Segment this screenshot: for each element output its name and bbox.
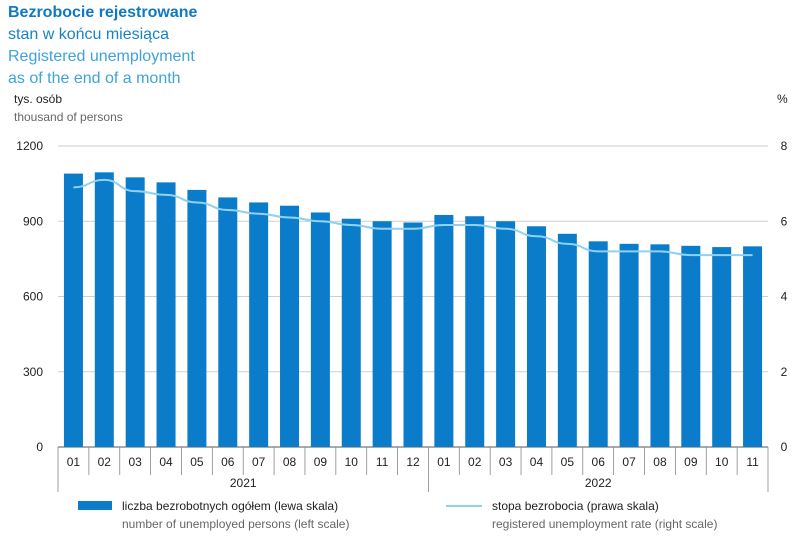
chart-subtitle-en-2: as of the end of a month bbox=[8, 70, 181, 87]
bar bbox=[681, 245, 701, 447]
y-left-tick-label: 600 bbox=[23, 290, 43, 304]
y-left-tick-label: 900 bbox=[23, 214, 43, 228]
x-tick-label: 07 bbox=[622, 455, 636, 469]
right-axis-unit: % bbox=[777, 92, 788, 106]
y-right-tick-label: 8 bbox=[781, 139, 788, 153]
x-tick-label: 05 bbox=[190, 455, 204, 469]
title-block: Bezrobocie rejestrowane stan w końcu mie… bbox=[8, 2, 197, 90]
y-right-tick-label: 2 bbox=[781, 365, 788, 379]
x-tick-label: 03 bbox=[499, 455, 513, 469]
x-tick-label: 01 bbox=[437, 455, 451, 469]
bar bbox=[249, 202, 269, 447]
bar bbox=[712, 247, 732, 447]
chart-subtitle-pl: stan w końcu miesiąca bbox=[8, 26, 169, 43]
bar bbox=[125, 177, 145, 447]
legend-line: stopa bezrobocia (prawa skala) registere… bbox=[492, 497, 717, 533]
x-tick-label: 08 bbox=[653, 455, 667, 469]
y-left-tick-label: 1200 bbox=[16, 139, 43, 153]
bar bbox=[465, 216, 485, 447]
legend-line-label-pl: stopa bezrobocia (prawa skala) bbox=[492, 499, 659, 513]
bar bbox=[496, 221, 516, 447]
x-tick-label: 10 bbox=[715, 455, 729, 469]
bar bbox=[280, 205, 300, 447]
x-tick-label: 04 bbox=[530, 455, 544, 469]
bar bbox=[588, 241, 608, 447]
year-label: 2022 bbox=[585, 476, 612, 490]
x-tick-label: 11 bbox=[746, 455, 759, 469]
x-tick-label: 08 bbox=[283, 455, 297, 469]
bar bbox=[156, 182, 176, 447]
legend-bars: liczba bezrobotnych ogółem (lewa skala) … bbox=[122, 497, 349, 533]
bar bbox=[310, 212, 330, 447]
bar bbox=[650, 244, 670, 447]
year-label: 2021 bbox=[230, 476, 257, 490]
x-tick-label: 11 bbox=[376, 455, 389, 469]
bar bbox=[218, 197, 238, 447]
x-tick-label: 06 bbox=[221, 455, 235, 469]
bar bbox=[743, 246, 763, 447]
legend-line-label-en: registered unemployment rate (right scal… bbox=[492, 517, 718, 531]
y-left-tick-label: 0 bbox=[36, 440, 43, 454]
x-tick-label: 02 bbox=[468, 455, 482, 469]
x-tick-label: 07 bbox=[252, 455, 266, 469]
legend-line-swatch bbox=[446, 505, 482, 507]
x-tick-label: 09 bbox=[314, 455, 328, 469]
bar bbox=[434, 214, 454, 447]
x-tick-label: 04 bbox=[159, 455, 173, 469]
bar bbox=[619, 243, 639, 447]
bar bbox=[187, 189, 207, 448]
legend-bars-label-pl: liczba bezrobotnych ogółem (lewa skala) bbox=[122, 499, 339, 513]
left-axis-unit-pl: tys. osób bbox=[14, 92, 63, 106]
x-tick-label: 01 bbox=[67, 455, 81, 469]
y-right-tick-label: 0 bbox=[781, 440, 788, 454]
bar bbox=[526, 226, 546, 447]
x-tick-label: 03 bbox=[128, 455, 142, 469]
legend-bar-swatch bbox=[78, 501, 112, 510]
y-left-tick-label: 300 bbox=[23, 365, 43, 379]
bar bbox=[63, 173, 83, 447]
bar bbox=[372, 221, 392, 447]
x-tick-label: 05 bbox=[561, 455, 575, 469]
y-right-tick-label: 4 bbox=[781, 290, 788, 304]
left-axis-unit-en: thousand of persons bbox=[14, 110, 123, 124]
chart-subtitle-en-1: Registered unemployment bbox=[8, 48, 195, 65]
legend-bars-label-en: number of unemployed persons (left scale… bbox=[122, 517, 350, 531]
x-tick-label: 06 bbox=[592, 455, 606, 469]
x-tick-label: 09 bbox=[684, 455, 698, 469]
bar bbox=[557, 233, 577, 447]
bar bbox=[94, 172, 114, 447]
x-tick-label: 10 bbox=[345, 455, 359, 469]
y-right-tick-label: 6 bbox=[781, 214, 788, 228]
x-tick-label: 12 bbox=[406, 455, 420, 469]
bar bbox=[341, 218, 361, 447]
chart-title: Bezrobocie rejestrowane bbox=[8, 4, 198, 21]
x-tick-label: 02 bbox=[98, 455, 112, 469]
bar bbox=[403, 222, 423, 447]
left-axis-unit: tys. osób thousand of persons bbox=[14, 90, 123, 126]
